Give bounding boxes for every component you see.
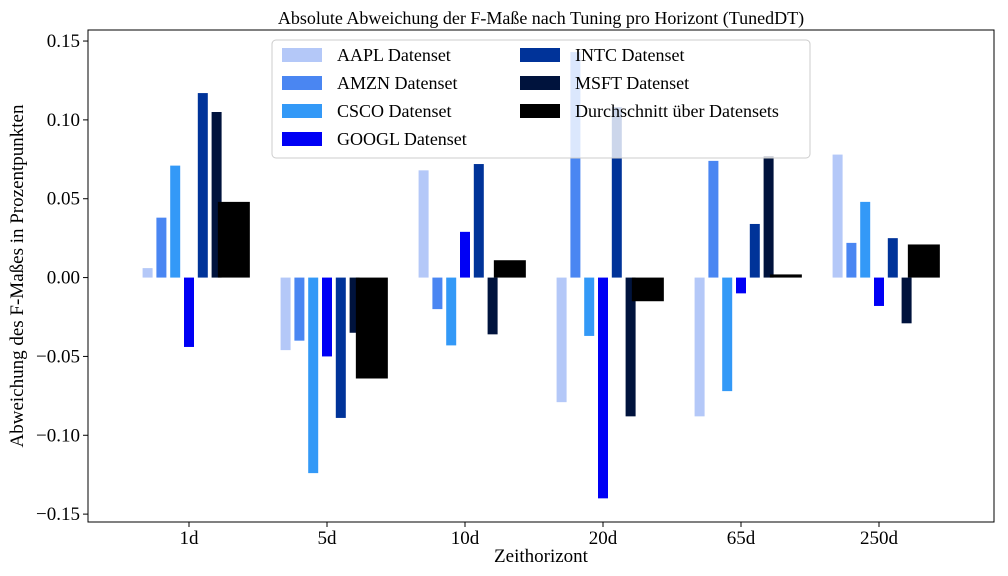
bar-csco-20d (584, 277, 595, 336)
bar-aapl-250d (832, 154, 843, 278)
bar-googl-1d (184, 277, 194, 347)
bar-csco-1d (170, 165, 181, 278)
bar-googl-20d (598, 277, 608, 499)
bar-csco-10d (446, 277, 457, 346)
legend-swatch (520, 48, 560, 62)
bar-aapl-10d (418, 170, 429, 278)
y-tick-label: 0.15 (47, 31, 80, 52)
bar-intc-20d (611, 107, 622, 278)
legend-label: Durchschnitt über Datensets (575, 101, 779, 121)
y-tick-label: −0.15 (36, 504, 80, 525)
chart-title: Absolute Abweichung der F-Maße nach Tuni… (278, 8, 804, 29)
legend: AAPL Datenset AMZN Datenset CSCO Datenset G… (271, 39, 811, 159)
bar-csco-250d (860, 201, 871, 278)
bars-group (142, 52, 940, 499)
bar-durchschnitt-10d (493, 260, 526, 278)
legend-swatch (282, 48, 322, 62)
bar-aapl-65d (694, 277, 705, 417)
bar-googl-5d (322, 277, 332, 357)
bar-intc-65d (749, 223, 760, 278)
bar-msft-65d (763, 156, 774, 278)
legend-swatch (520, 76, 560, 90)
legend-swatch (520, 104, 560, 118)
bar-amzn-5d (294, 277, 305, 341)
y-tick-label: 0.00 (47, 268, 80, 289)
bar-csco-5d (308, 277, 319, 474)
y-axis-label: Abweichung des F-Maßes in Prozentpunkten (7, 104, 28, 447)
y-tick-label: 0.05 (47, 189, 80, 210)
legend-label: AAPL Datenset (337, 45, 451, 65)
x-tick-label: 1d (180, 528, 200, 549)
legend-label: INTC Datenset (575, 45, 684, 65)
bar-durchschnitt-20d (631, 277, 664, 302)
legend-frame (271, 39, 811, 159)
legend-label: MSFT Datenset (575, 73, 689, 93)
legend-label: AMZN Datenset (337, 73, 457, 93)
bar-durchschnitt-1d (217, 201, 250, 278)
x-tick-label: 5d (318, 528, 338, 549)
y-axis: −0.15 −0.10 −0.05 0.00 0.05 0.10 0.15 (36, 31, 88, 525)
bar-googl-65d (736, 277, 746, 294)
legend-swatch (282, 104, 322, 118)
bar-amzn-65d (708, 160, 719, 278)
x-tick-label: 65d (727, 528, 756, 549)
x-axis: 1d 5d 10d 20d 65d 250d (180, 522, 899, 549)
bar-durchschnitt-5d (355, 277, 388, 379)
bar-googl-250d (874, 277, 884, 306)
y-tick-label: 0.10 (47, 110, 80, 131)
bar-durchschnitt-65d (769, 274, 802, 278)
x-tick-label: 20d (589, 528, 618, 549)
bar-intc-250d (887, 238, 898, 278)
bar-aapl-1d (142, 268, 153, 278)
x-axis-label: Zeithorizont (494, 546, 589, 567)
bar-amzn-20d (570, 52, 581, 278)
legend-label: CSCO Datenset (337, 101, 452, 121)
x-tick-label: 10d (451, 528, 480, 549)
bar-intc-5d (335, 277, 346, 418)
x-tick-label: 250d (860, 528, 899, 549)
y-tick-label: −0.10 (36, 425, 80, 446)
bar-msft-5d (349, 277, 360, 333)
bar-aapl-20d (556, 277, 567, 403)
bar-aapl-5d (280, 277, 291, 351)
bar-csco-65d (722, 277, 733, 392)
bar-msft-20d (625, 277, 636, 417)
plot-frame (87, 29, 995, 523)
bar-amzn-1d (156, 217, 167, 278)
bar-intc-10d (473, 164, 484, 278)
bar-durchschnitt-250d (907, 244, 940, 278)
bar-msft-10d (487, 277, 498, 335)
bar-amzn-10d (432, 277, 443, 310)
bar-googl-10d (460, 231, 470, 278)
bar-msft-250d (901, 277, 912, 324)
legend-swatch (282, 76, 322, 90)
legend-swatch (282, 132, 322, 146)
legend-label: GOOGL Datenset (337, 129, 467, 149)
bar-msft-1d (211, 112, 222, 278)
bar-amzn-250d (846, 242, 857, 278)
y-tick-label: −0.05 (36, 346, 80, 367)
bar-intc-1d (197, 93, 208, 278)
